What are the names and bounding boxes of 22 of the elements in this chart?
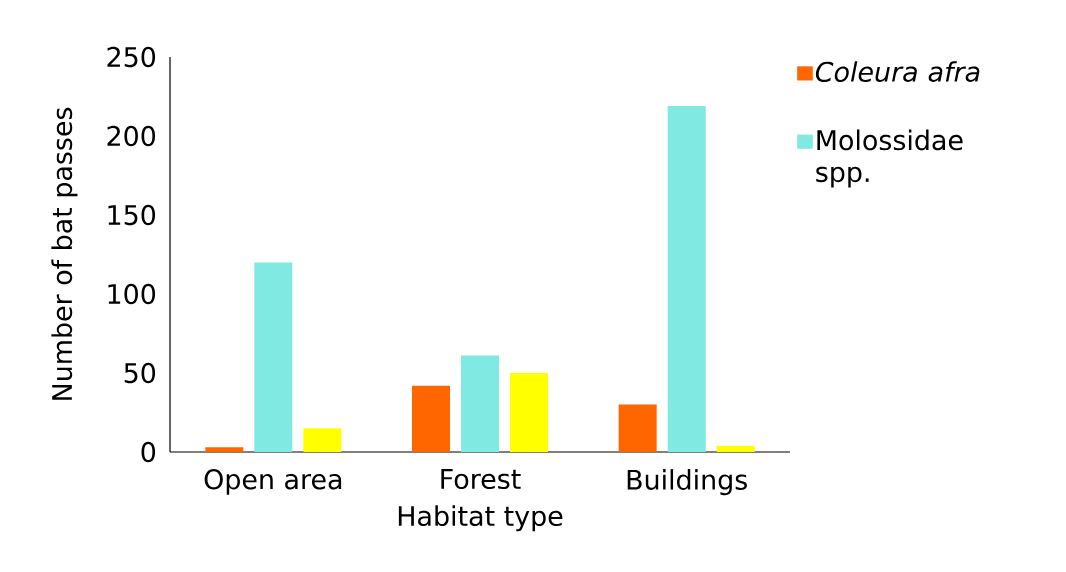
y-tick-label: 100 xyxy=(108,283,156,305)
y-tick-label: 0 xyxy=(141,441,156,463)
y-tick-label: 150 xyxy=(108,204,156,226)
bar xyxy=(254,262,293,452)
bar xyxy=(461,355,500,452)
y-axis-title: Number of bat passes xyxy=(51,107,78,400)
legend-label: Molossidae spp. xyxy=(816,129,963,188)
bar xyxy=(303,428,342,452)
bar xyxy=(716,445,755,452)
y-tick-label: 200 xyxy=(107,125,156,147)
bar xyxy=(667,105,706,452)
bar xyxy=(618,404,657,452)
y-tick-label: 250 xyxy=(107,46,156,68)
bar xyxy=(412,385,451,452)
x-axis-title: Habitat type xyxy=(398,505,563,532)
bar xyxy=(205,447,244,452)
y-tick-label: 50 xyxy=(124,362,156,384)
bar xyxy=(510,372,549,452)
x-tick-label: Open area xyxy=(204,469,342,495)
legend-label: Coleura afra xyxy=(815,61,980,82)
x-tick-label: Forest xyxy=(441,469,521,490)
x-tick-label: Buildings xyxy=(627,469,747,496)
